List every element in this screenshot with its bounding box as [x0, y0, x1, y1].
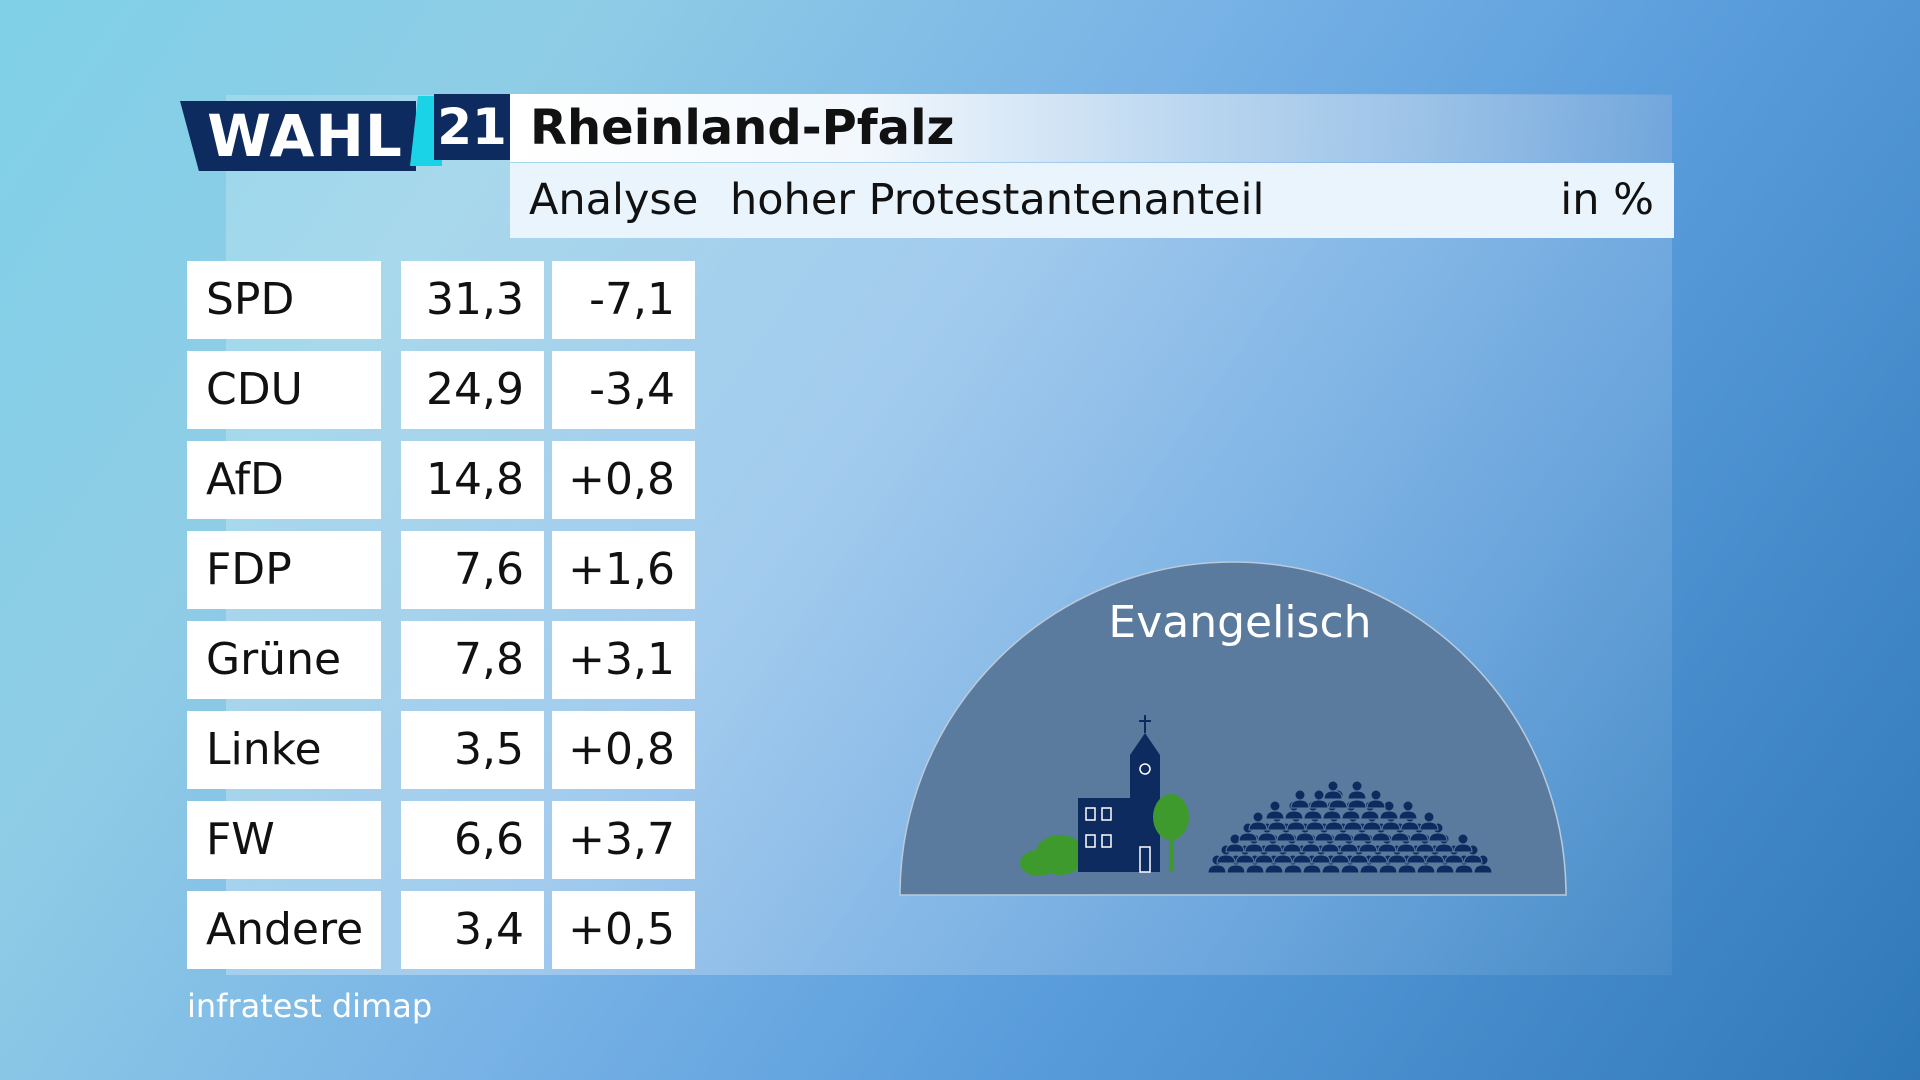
table-row: CDU 24,9 -3,4	[187, 351, 695, 429]
unit-label: in %	[1560, 175, 1654, 225]
person-icon	[1265, 800, 1285, 820]
subtitle-topic: hoher Protestantenanteil	[730, 175, 1265, 225]
party-name-cell: FW	[187, 801, 381, 879]
table-row: Andere 3,4 +0,5	[187, 891, 695, 969]
party-name-cell: SPD	[187, 261, 381, 339]
party-name-cell: Linke	[187, 711, 381, 789]
table-row: Grüne 7,8 +3,1	[187, 621, 695, 699]
result-value-cell: 3,4	[401, 891, 544, 969]
table-row: FDP 7,6 +1,6	[187, 531, 695, 609]
evangelisch-illustration: Evangelisch	[899, 561, 1567, 896]
bush-icon	[1020, 835, 1085, 876]
change-value-cell: -7,1	[552, 261, 695, 339]
person-icon	[1248, 811, 1268, 831]
title-bar: Rheinland-Pfalz	[510, 94, 1672, 162]
party-name-cell: CDU	[187, 351, 381, 429]
dome-shape	[899, 561, 1567, 896]
result-value-cell: 3,5	[401, 711, 544, 789]
change-value-cell: +0,8	[552, 711, 695, 789]
result-value-cell: 7,6	[401, 531, 544, 609]
result-value-cell: 7,8	[401, 621, 544, 699]
dome-label: Evangelisch	[1108, 597, 1371, 648]
result-value-cell: 24,9	[401, 351, 544, 429]
table-row: AfD 14,8 +0,8	[187, 441, 695, 519]
person-icon	[1347, 780, 1367, 800]
change-value-cell: +3,1	[552, 621, 695, 699]
table-row: Linke 3,5 +0,8	[187, 711, 695, 789]
change-value-cell: -3,4	[552, 351, 695, 429]
party-name-cell: FDP	[187, 531, 381, 609]
party-name-cell: Grüne	[187, 621, 381, 699]
logo-year: 21	[434, 94, 510, 160]
person-icon	[1216, 844, 1236, 864]
party-name-cell: AfD	[187, 441, 381, 519]
table-row: SPD 31,3 -7,1	[187, 261, 695, 339]
person-icon	[1473, 854, 1493, 874]
person-icon	[1323, 780, 1343, 800]
table-row: FW 6,6 +3,7	[187, 801, 695, 879]
source-label: infratest dimap	[187, 987, 433, 1025]
person-icon	[1366, 789, 1386, 809]
person-icon	[1398, 800, 1418, 820]
crowd-icon	[1207, 780, 1493, 874]
tree-icon	[1153, 794, 1189, 872]
person-icon	[1453, 833, 1473, 853]
person-icon	[1419, 811, 1439, 831]
change-value-cell: +0,8	[552, 441, 695, 519]
person-icon	[1290, 789, 1310, 809]
change-value-cell: +1,6	[552, 531, 695, 609]
person-icon	[1379, 800, 1399, 820]
change-value-cell: +0,5	[552, 891, 695, 969]
party-name-cell: Andere	[187, 891, 381, 969]
result-value-cell: 14,8	[401, 441, 544, 519]
subtitle-label: Analyse	[529, 175, 699, 225]
wahl-logo: WAHL	[180, 101, 416, 171]
page-title: Rheinland-Pfalz	[530, 100, 955, 156]
result-value-cell: 6,6	[401, 801, 544, 879]
person-icon	[1309, 789, 1329, 809]
result-value-cell: 31,3	[401, 261, 544, 339]
change-value-cell: +3,7	[552, 801, 695, 879]
subtitle-bar: Analyse hoher Protestantenanteil in %	[510, 163, 1674, 238]
person-icon	[1225, 833, 1245, 853]
